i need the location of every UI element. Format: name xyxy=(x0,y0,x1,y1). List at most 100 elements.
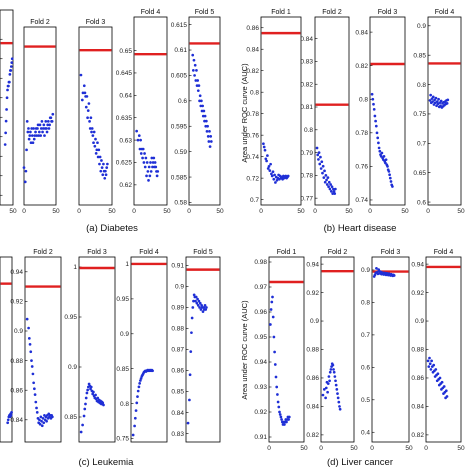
data-point xyxy=(382,154,386,158)
data-point xyxy=(79,430,83,434)
data-point xyxy=(327,180,331,184)
data-point xyxy=(315,146,319,150)
data-point xyxy=(376,272,380,276)
data-point xyxy=(38,130,41,134)
data-point xyxy=(332,370,336,374)
x-tick-label: 0 xyxy=(313,208,317,215)
data-point xyxy=(98,162,101,166)
data-point xyxy=(90,130,93,134)
data-point xyxy=(139,379,142,382)
plot-frame xyxy=(314,16,350,206)
data-point xyxy=(373,114,377,118)
data-point xyxy=(5,96,9,100)
data-point xyxy=(264,157,268,161)
fold-title: Fold 3 xyxy=(86,19,106,26)
x-tick-label: 50 xyxy=(9,208,17,215)
plot-frame xyxy=(268,256,305,443)
y-tick-label: 0.8 xyxy=(417,82,426,89)
x-tick-label: 50 xyxy=(405,445,413,452)
data-point xyxy=(25,119,29,123)
data-point xyxy=(446,98,450,102)
y-tick-label: 0.6 xyxy=(417,199,426,206)
data-point xyxy=(45,130,49,134)
plot-frame xyxy=(185,256,221,443)
data-point xyxy=(328,187,332,191)
data-point xyxy=(142,161,146,164)
data-point xyxy=(31,141,35,145)
data-point xyxy=(378,149,382,153)
y-tick-label: 0.88 xyxy=(171,326,184,333)
fold-panel: Fold 2 0 50 xyxy=(22,19,60,215)
data-point xyxy=(27,127,30,130)
data-point xyxy=(198,94,202,98)
data-point xyxy=(434,96,438,100)
data-point xyxy=(436,102,440,106)
data-point xyxy=(24,169,28,173)
data-point xyxy=(151,161,155,164)
data-point xyxy=(426,359,430,363)
data-point xyxy=(193,74,196,77)
data-point xyxy=(387,170,391,173)
data-point xyxy=(48,123,51,127)
data-point xyxy=(145,174,148,178)
data-point xyxy=(199,308,203,311)
y-tick-label: 0.82 xyxy=(411,432,424,439)
data-point xyxy=(5,108,8,111)
fold-panel: Fold 4 1 0.95 0.9 0.85 0.8 0.75 xyxy=(116,249,168,443)
data-point xyxy=(428,99,432,102)
data-point xyxy=(325,183,329,186)
y-tick-label: 0.75 xyxy=(413,111,426,118)
data-point xyxy=(270,172,273,176)
data-point xyxy=(338,405,341,408)
y-tick-label: 0.6 xyxy=(178,98,187,105)
y-axis-label: Area under ROC curve (AUC) xyxy=(240,300,249,400)
data-point xyxy=(338,407,342,411)
data-point xyxy=(28,342,32,346)
data-point xyxy=(10,57,14,61)
data-point xyxy=(317,158,320,161)
data-point xyxy=(47,127,51,130)
y-tick-label: 0.86 xyxy=(411,375,424,382)
fold-panel: Fold 5 0.91 0.9 0.89 0.88 0.87 0.86 0.85 0.84 0.8… xyxy=(171,249,221,443)
plot-frame xyxy=(133,16,168,206)
data-point xyxy=(428,362,432,366)
data-point xyxy=(151,369,154,373)
y-tick-label: 0.84 xyxy=(171,410,184,417)
data-point xyxy=(97,148,101,152)
y-tick-label: 0.78 xyxy=(300,173,313,180)
data-point xyxy=(50,119,54,123)
data-point xyxy=(88,127,92,130)
fold-title: Fold 5 xyxy=(193,249,213,256)
data-point xyxy=(337,400,341,404)
x-tick-label: 0 xyxy=(368,208,372,215)
y-tick-label: 0.84 xyxy=(300,36,313,43)
data-point xyxy=(333,375,337,378)
x-tick-label: 50 xyxy=(300,445,308,452)
y-tick-label: 0.79 xyxy=(300,150,313,157)
data-point xyxy=(265,159,268,163)
data-point xyxy=(200,99,203,103)
data-point xyxy=(84,396,88,400)
data-point xyxy=(204,308,208,311)
y-tick-label: 0.94 xyxy=(254,359,267,366)
data-point xyxy=(188,398,191,402)
data-point xyxy=(83,91,87,95)
data-point xyxy=(29,130,32,134)
y-tick-label: 0.84 xyxy=(10,417,23,424)
data-point xyxy=(27,137,31,141)
data-point xyxy=(197,299,201,303)
fold-title: Fold 4 xyxy=(141,9,161,16)
y-tick-label: 0.91 xyxy=(254,434,267,441)
y-tick-label: 0.94 xyxy=(10,269,23,276)
data-point xyxy=(82,84,86,88)
plot-frame xyxy=(0,9,14,206)
panel-caption: (d) Liver cancer xyxy=(327,457,393,468)
data-point xyxy=(26,130,30,134)
data-point xyxy=(276,393,279,396)
data-point xyxy=(377,146,381,150)
fold-title: Fold 1 xyxy=(271,9,291,16)
data-point xyxy=(191,69,195,72)
data-point xyxy=(317,151,321,154)
data-point xyxy=(86,388,89,392)
data-point xyxy=(83,407,87,411)
